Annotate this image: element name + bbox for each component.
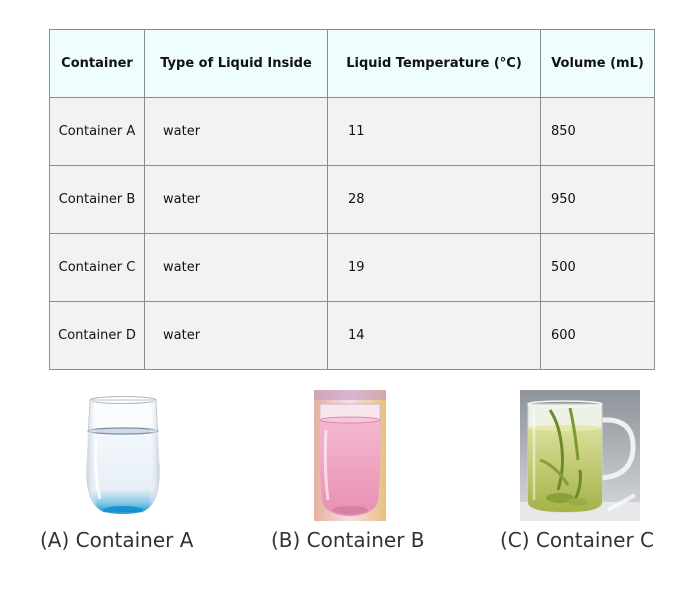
glass-b-image — [314, 390, 386, 521]
cell-liquid: water — [144, 301, 328, 370]
cell-temperature: 19 — [327, 233, 541, 302]
header-liquid-type: Type of Liquid Inside — [144, 29, 328, 98]
table-header-row: Container Type of Liquid Inside Liquid T… — [49, 29, 655, 98]
cell-temperature: 14 — [327, 301, 541, 370]
cell-liquid: water — [144, 165, 328, 234]
cell-temperature: 28 — [327, 165, 541, 234]
caption-c: (C) Container C — [500, 528, 654, 552]
cell-container: Container B — [49, 165, 145, 234]
cell-liquid: water — [144, 97, 328, 166]
table-row: Container A water 11 850 — [49, 97, 655, 166]
caption-a: (A) Container A — [40, 528, 194, 552]
cell-container: Container D — [49, 301, 145, 370]
cell-container: Container A — [49, 97, 145, 166]
cell-liquid: water — [144, 233, 328, 302]
cell-volume: 500 — [540, 233, 655, 302]
cell-volume: 950 — [540, 165, 655, 234]
mug-c-image — [520, 390, 640, 521]
table-row: Container B water 28 950 — [49, 165, 655, 234]
table-row: Container C water 19 500 — [49, 233, 655, 302]
header-volume: Volume (mL) — [540, 29, 655, 98]
cell-container: Container C — [49, 233, 145, 302]
container-data-table: Container Type of Liquid Inside Liquid T… — [49, 29, 655, 370]
cell-volume: 850 — [540, 97, 655, 166]
glass-a-image — [86, 396, 160, 514]
caption-b: (B) Container B — [271, 528, 425, 552]
header-temperature: Liquid Temperature (°C) — [327, 29, 541, 98]
table-row: Container D water 14 600 — [49, 301, 655, 370]
cell-temperature: 11 — [327, 97, 541, 166]
header-container: Container — [49, 29, 145, 98]
cell-volume: 600 — [540, 301, 655, 370]
